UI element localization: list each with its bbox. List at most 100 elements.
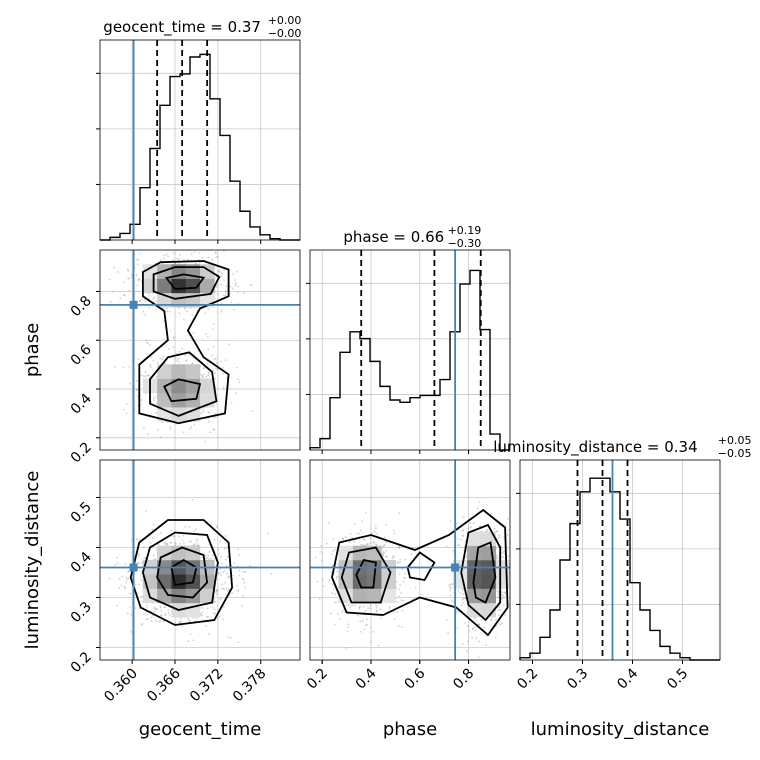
sample-point xyxy=(156,608,159,610)
sample-point xyxy=(183,259,185,261)
sample-point xyxy=(187,640,190,642)
sample-point xyxy=(367,543,369,546)
sample-point xyxy=(110,301,112,304)
sample-point xyxy=(512,580,514,582)
sample-point xyxy=(445,545,448,548)
sample-point xyxy=(211,606,214,609)
sample-point xyxy=(238,553,241,556)
sample-point xyxy=(449,594,452,597)
sample-point xyxy=(364,624,367,627)
sample-point xyxy=(502,604,505,606)
sample-point xyxy=(347,623,350,626)
density-cell xyxy=(157,392,172,408)
sample-point xyxy=(215,588,218,591)
sample-point xyxy=(342,609,345,612)
sample-point xyxy=(193,352,196,355)
hist-panel-geocent_time xyxy=(96,39,301,241)
sample-point xyxy=(388,607,391,610)
sample-point xyxy=(334,548,336,551)
sample-point xyxy=(342,537,344,540)
sample-point xyxy=(219,360,222,363)
sample-point xyxy=(385,555,388,558)
sample-point xyxy=(167,602,170,605)
sample-point xyxy=(497,593,500,596)
sample-point xyxy=(401,609,404,612)
sample-point xyxy=(201,611,204,614)
sample-point xyxy=(202,375,205,377)
density-cell xyxy=(495,574,510,589)
sample-point xyxy=(220,555,223,558)
sample-point xyxy=(383,552,385,554)
sample-point xyxy=(375,607,378,609)
sample-point xyxy=(213,416,215,419)
sample-point xyxy=(143,299,146,301)
sample-point xyxy=(369,604,372,607)
sample-point xyxy=(178,350,181,353)
sample-point xyxy=(163,320,166,323)
sample-point xyxy=(144,301,147,303)
density-cell xyxy=(381,588,397,604)
sample-point xyxy=(351,604,354,607)
density-cell xyxy=(157,588,172,604)
sample-point xyxy=(209,228,211,230)
sample-point xyxy=(226,555,229,558)
contour-line-1 xyxy=(152,266,221,300)
sample-point xyxy=(211,328,214,331)
sample-point xyxy=(238,381,241,384)
sample-point xyxy=(392,555,395,557)
y-axis-luminosity_distance: 0.2 0.3 0.4 0.5 luminosity_distance xyxy=(22,471,100,676)
sample-point xyxy=(190,540,193,543)
sample-point xyxy=(212,369,215,372)
sample-point xyxy=(320,544,323,547)
sample-point xyxy=(231,287,234,290)
sample-point xyxy=(222,386,225,389)
sample-point xyxy=(144,375,147,377)
sample-point xyxy=(122,408,125,411)
truth-marker xyxy=(451,563,460,572)
sample-point xyxy=(331,564,334,567)
sample-point xyxy=(237,291,239,294)
sample-point xyxy=(235,270,238,273)
sample-point xyxy=(336,570,339,573)
sample-point xyxy=(517,626,519,628)
sample-point xyxy=(314,556,317,559)
sample-point xyxy=(251,410,254,413)
sample-point xyxy=(471,636,473,639)
y-tick-label: 0.4 xyxy=(68,549,95,576)
sample-point xyxy=(461,599,464,601)
sample-point xyxy=(129,382,132,385)
sample-point xyxy=(196,540,199,543)
sample-point xyxy=(223,606,225,608)
sample-point xyxy=(496,589,499,592)
contour-line-3 xyxy=(170,558,198,587)
sample-point xyxy=(467,625,469,627)
sample-point xyxy=(164,362,166,365)
sample-point xyxy=(159,532,162,534)
sample-point xyxy=(211,554,214,557)
title-minus: −0.00 xyxy=(268,27,302,40)
sample-point xyxy=(155,411,158,414)
y-axis-label-luminosity_distance: luminosity_distance xyxy=(22,471,43,650)
sample-point xyxy=(205,333,207,335)
density-cell xyxy=(200,378,215,394)
sample-point xyxy=(207,308,210,311)
sample-point xyxy=(140,399,143,402)
density-cell xyxy=(157,574,172,589)
title-main: geocent_time = 0.37 xyxy=(103,18,261,37)
sample-point xyxy=(160,614,163,617)
sample-point xyxy=(146,342,149,344)
sample-point xyxy=(130,613,133,616)
sample-point xyxy=(148,465,150,467)
sample-point xyxy=(142,375,145,377)
sample-point xyxy=(237,589,240,592)
sample-point xyxy=(494,664,496,666)
sample-point xyxy=(121,575,124,578)
sample-point xyxy=(186,258,189,261)
sample-point xyxy=(215,367,218,370)
sample-point xyxy=(188,619,191,621)
sample-point xyxy=(507,517,510,520)
sample-point xyxy=(172,535,175,538)
sample-point xyxy=(480,618,483,621)
sample-point xyxy=(218,571,221,574)
